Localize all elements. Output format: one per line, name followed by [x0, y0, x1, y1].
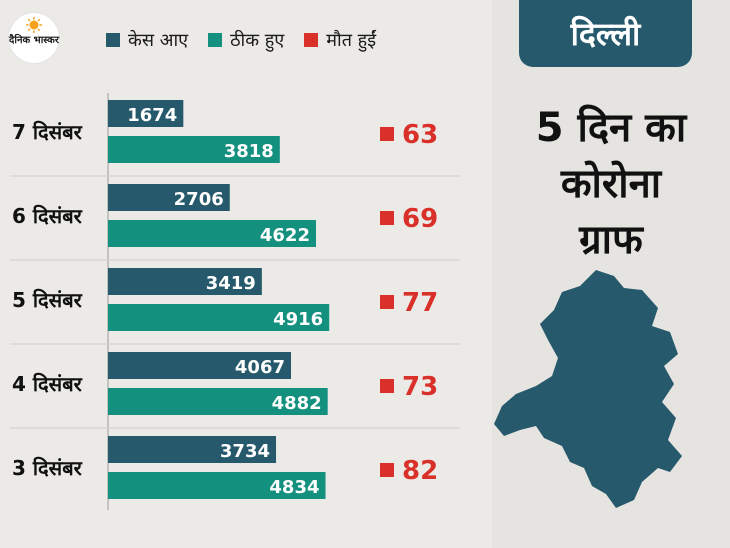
category-label: 6 दिसंबर	[12, 204, 83, 228]
legend-swatch-deaths	[304, 33, 319, 47]
chart-legend: केस आए ठीक हुए मौत हुईं	[106, 28, 396, 52]
bar-cases	[108, 268, 262, 295]
bar-recovered	[108, 304, 330, 331]
chart-area: दैनिक भास्कर केस आए ठीक हुए मौत हुईं 7 द…	[8, 12, 460, 510]
category-label: 3 दिसंबर	[12, 456, 83, 480]
brand-logo: दैनिक भास्कर	[8, 12, 60, 64]
bar-cases	[108, 100, 184, 127]
death-marker	[380, 211, 394, 225]
bar-value-cases: 4067	[235, 357, 285, 378]
bar-cases	[108, 436, 277, 463]
city-tag-text: दिल्ली	[570, 15, 641, 53]
legend-item-deaths: मौत हुईं	[304, 28, 376, 52]
death-value: 63	[402, 120, 438, 150]
side-panel: दिल्ली 5 दिन का कोरोना ग्राफ	[492, 0, 730, 548]
bar-value-recovered: 4916	[273, 309, 323, 330]
bar-cases	[108, 352, 292, 379]
category-label: 4 दिसंबर	[12, 372, 83, 396]
headline-line-2: कोरोना	[560, 161, 662, 207]
bar-value-cases: 2706	[174, 189, 224, 210]
city-tag: दिल्ली	[519, 0, 692, 67]
legend-swatch-recovered	[208, 33, 223, 47]
bar-recovered	[108, 388, 328, 415]
bar-value-cases: 1674	[127, 105, 177, 126]
death-value: 69	[402, 204, 438, 234]
death-marker	[380, 379, 394, 393]
bar-chart: 7 दिसंबर 1674 3818 63 6 दिसंबर 2706 4622 69 5 दि…	[10, 93, 460, 510]
death-marker	[380, 127, 394, 141]
category-label: 5 दिसंबर	[12, 288, 83, 312]
headline-line-3: ग्राफ	[579, 217, 643, 263]
death-marker	[380, 295, 394, 309]
delhi-map-icon	[494, 270, 682, 508]
bar-cases	[108, 184, 230, 211]
category-label: 7 दिसंबर	[12, 120, 83, 144]
bar-value-cases: 3734	[220, 441, 270, 462]
bar-value-recovered: 4882	[272, 393, 322, 414]
legend-swatch-cases	[106, 33, 120, 47]
bar-value-recovered: 4622	[260, 225, 310, 246]
headline-line-1: 5 दिन का	[535, 105, 687, 151]
death-value: 82	[402, 456, 438, 486]
legend-item-cases: केस आए	[106, 28, 188, 52]
legend-label-cases: केस आए	[128, 30, 189, 51]
sun-icon	[26, 17, 42, 33]
bar-value-recovered: 3818	[224, 141, 274, 162]
bar-recovered	[108, 136, 280, 163]
death-marker	[380, 463, 394, 477]
death-value: 77	[402, 288, 438, 318]
legend-label-recovered: ठीक हुए	[230, 30, 285, 51]
bar-recovered	[108, 220, 316, 247]
death-value: 73	[402, 372, 438, 402]
bar-value-recovered: 4834	[269, 477, 319, 498]
legend-item-recovered: ठीक हुए	[208, 28, 284, 52]
panel-headline: 5 दिन का कोरोना ग्राफ	[492, 100, 730, 268]
bar-recovered	[108, 472, 326, 499]
bar-value-cases: 3419	[206, 273, 256, 294]
brand-logo-text: दैनिक भास्कर	[9, 35, 59, 46]
legend-label-deaths: मौत हुईं	[326, 30, 377, 51]
